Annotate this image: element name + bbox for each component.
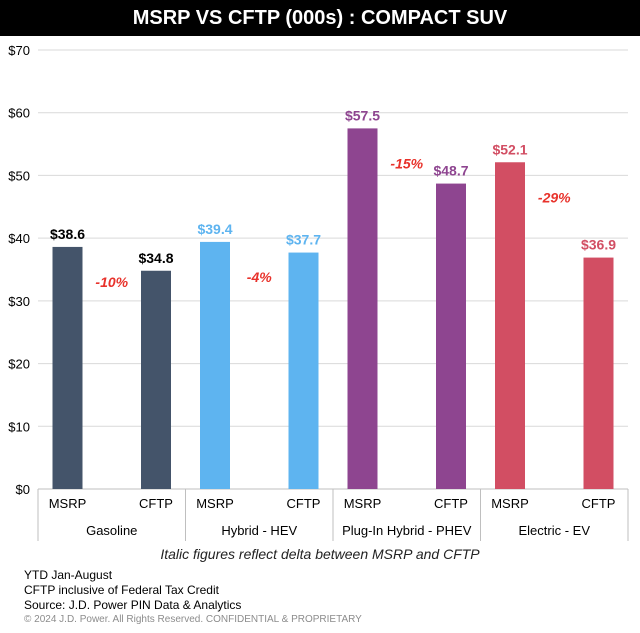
y-tick-label: $50 (8, 168, 30, 183)
y-tick-label: $60 (8, 106, 30, 121)
bar (52, 246, 83, 489)
x-tick-label: CFTP (139, 496, 173, 511)
x-tick-label: CFTP (434, 496, 468, 511)
bar-chart: $0 $10 $20 $30 $40 $50 $60 $70 $38.6 MSRP $34.8 CFT… (8, 43, 629, 541)
note-tax-credit: CFTP inclusive of Federal Tax Credit (24, 583, 219, 597)
delta-label: -10% (95, 274, 128, 290)
delta-label: -15% (390, 155, 423, 171)
category-label: Hybrid - HEV (221, 523, 297, 538)
bar-data-label: $52.1 (492, 141, 527, 157)
bar-data-label: $57.5 (345, 107, 380, 123)
bar (288, 252, 319, 489)
category-label: Gasoline (86, 523, 137, 538)
chart-title: MSRP VS CFTP (000s) : COMPACT SUV (0, 0, 640, 36)
bar (583, 257, 614, 489)
bar (495, 162, 525, 489)
x-tick-label: MSRP (196, 496, 234, 511)
x-tick-label: MSRP (49, 496, 87, 511)
category-label: Plug-In Hybrid - PHEV (342, 523, 472, 538)
copyright-notice: © 2024 J.D. Power. All Rights Reserved. … (24, 614, 362, 625)
delta-label: -4% (247, 269, 272, 285)
bar-data-label: $38.6 (50, 226, 85, 242)
y-tick-label: $20 (8, 357, 30, 372)
y-tick-label: $0 (16, 482, 30, 497)
y-tick-label: $30 (8, 294, 30, 309)
x-tick-label: CFTP (287, 496, 321, 511)
bar-data-label: $36.9 (581, 237, 616, 253)
bar (347, 128, 378, 489)
bar (200, 241, 230, 489)
delta-label: -29% (538, 189, 571, 205)
x-tick-label: MSRP (491, 496, 529, 511)
y-tick-label: $10 (8, 419, 30, 434)
delta-caption: Italic figures reflect delta between MSR… (160, 546, 480, 562)
category-label: Electric - EV (518, 523, 590, 538)
bar (436, 183, 466, 489)
bar-data-label: $39.4 (197, 221, 232, 237)
x-tick-label: MSRP (344, 496, 382, 511)
y-tick-label: $40 (8, 231, 30, 246)
bar-data-label: $48.7 (433, 163, 468, 179)
note-source: Source: J.D. Power PIN Data & Analytics (24, 598, 242, 612)
note-period: YTD Jan-August (24, 568, 113, 582)
bar-data-label: $34.8 (138, 250, 173, 266)
bar (141, 270, 171, 489)
x-tick-label: CFTP (582, 496, 616, 511)
bar-data-label: $37.7 (286, 232, 321, 248)
y-tick-label: $70 (8, 43, 30, 58)
